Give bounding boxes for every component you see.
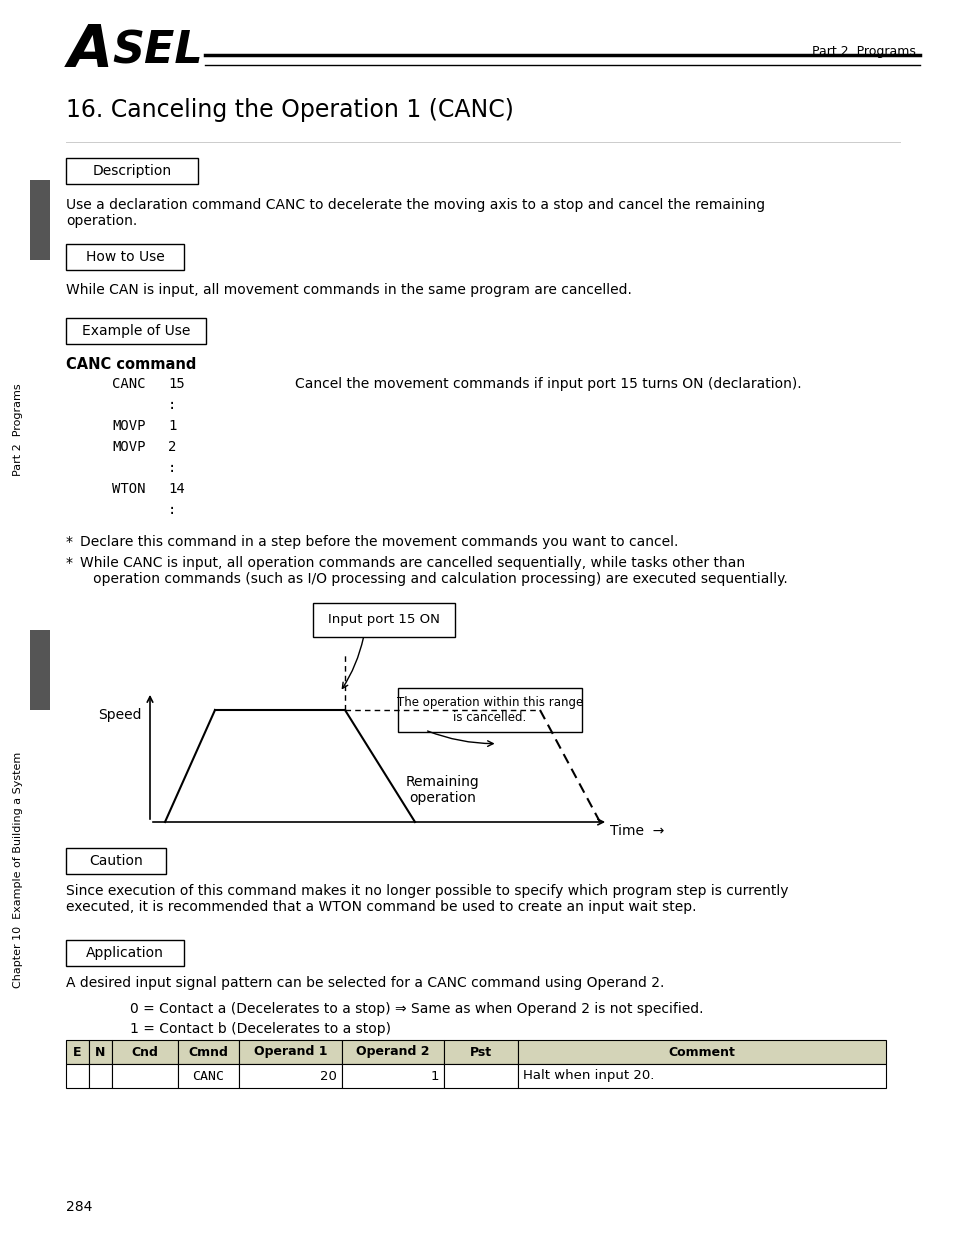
Text: CANC command: CANC command: [66, 357, 196, 372]
Text: Cancel the movement commands if input port 15 turns ON (declaration).: Cancel the movement commands if input po…: [294, 377, 801, 391]
Text: CANC: CANC: [193, 1070, 224, 1083]
Text: The operation within this range
is cancelled.: The operation within this range is cance…: [396, 697, 582, 724]
Text: MOVP: MOVP: [112, 440, 146, 454]
Text: Cmnd: Cmnd: [188, 1046, 228, 1058]
FancyBboxPatch shape: [66, 1040, 89, 1065]
Text: Comment: Comment: [668, 1046, 735, 1058]
Text: Description: Description: [92, 164, 172, 178]
FancyBboxPatch shape: [66, 1065, 89, 1088]
Text: 20: 20: [319, 1070, 336, 1083]
Text: E: E: [73, 1046, 82, 1058]
FancyBboxPatch shape: [30, 630, 50, 710]
Text: WTON: WTON: [112, 482, 146, 496]
Text: Caution: Caution: [89, 853, 143, 868]
FancyBboxPatch shape: [66, 317, 206, 345]
Text: 0 = Contact a (Decelerates to a stop) ⇒ Same as when Operand 2 is not specified.: 0 = Contact a (Decelerates to a stop) ⇒ …: [130, 1002, 702, 1016]
FancyBboxPatch shape: [112, 1040, 177, 1065]
Text: Pst: Pst: [470, 1046, 492, 1058]
Text: :: :: [168, 503, 176, 517]
Text: Speed: Speed: [98, 708, 142, 722]
FancyBboxPatch shape: [66, 940, 184, 966]
Text: While CAN is input, all movement commands in the same program are cancelled.: While CAN is input, all movement command…: [66, 283, 631, 296]
Text: Chapter 10  Example of Building a System: Chapter 10 Example of Building a System: [13, 752, 23, 988]
Text: Halt when input 20.: Halt when input 20.: [522, 1070, 654, 1083]
Text: 2: 2: [168, 440, 176, 454]
Text: 16. Canceling the Operation 1 (CANC): 16. Canceling the Operation 1 (CANC): [66, 98, 514, 122]
Text: 1: 1: [430, 1070, 438, 1083]
FancyBboxPatch shape: [112, 1065, 177, 1088]
Text: A desired input signal pattern can be selected for a CANC command using Operand : A desired input signal pattern can be se…: [66, 976, 663, 990]
FancyBboxPatch shape: [239, 1040, 341, 1065]
Text: :: :: [168, 461, 176, 475]
Text: Application: Application: [86, 946, 164, 960]
FancyBboxPatch shape: [177, 1065, 239, 1088]
FancyBboxPatch shape: [341, 1040, 443, 1065]
Text: Operand 1: Operand 1: [253, 1046, 327, 1058]
Text: :: :: [168, 398, 176, 412]
Text: A: A: [68, 22, 113, 79]
FancyBboxPatch shape: [66, 158, 198, 184]
Text: Remaining
operation: Remaining operation: [405, 776, 478, 805]
Text: 1: 1: [168, 419, 176, 433]
FancyBboxPatch shape: [517, 1065, 885, 1088]
Text: N: N: [95, 1046, 106, 1058]
FancyBboxPatch shape: [89, 1065, 112, 1088]
Text: While CANC is input, all operation commands are cancelled sequentially, while ta: While CANC is input, all operation comma…: [80, 556, 787, 587]
Text: Time  →: Time →: [609, 824, 663, 839]
FancyBboxPatch shape: [66, 848, 166, 874]
Text: *: *: [66, 556, 73, 571]
Text: 1 = Contact b (Decelerates to a stop): 1 = Contact b (Decelerates to a stop): [130, 1023, 391, 1036]
Text: MOVP: MOVP: [112, 419, 146, 433]
FancyBboxPatch shape: [177, 1040, 239, 1065]
FancyBboxPatch shape: [239, 1065, 341, 1088]
Text: Use a declaration command CANC to decelerate the moving axis to a stop and cance: Use a declaration command CANC to decele…: [66, 198, 764, 228]
Text: How to Use: How to Use: [86, 249, 164, 264]
Text: *: *: [66, 535, 73, 550]
Text: Operand 2: Operand 2: [355, 1046, 429, 1058]
Text: SEL: SEL: [112, 30, 203, 73]
Text: 284: 284: [66, 1200, 92, 1214]
FancyBboxPatch shape: [517, 1040, 885, 1065]
Text: 15: 15: [168, 377, 185, 391]
Text: CANC: CANC: [112, 377, 146, 391]
Text: Declare this command in a step before the movement commands you want to cancel.: Declare this command in a step before th…: [80, 535, 678, 550]
FancyBboxPatch shape: [89, 1040, 112, 1065]
FancyBboxPatch shape: [341, 1065, 443, 1088]
Text: Since execution of this command makes it no longer possible to specify which pro: Since execution of this command makes it…: [66, 884, 788, 914]
Text: Part 2  Programs: Part 2 Programs: [13, 384, 23, 477]
FancyBboxPatch shape: [313, 603, 455, 637]
FancyBboxPatch shape: [30, 180, 50, 261]
FancyBboxPatch shape: [66, 245, 184, 270]
Text: 14: 14: [168, 482, 185, 496]
FancyBboxPatch shape: [443, 1040, 517, 1065]
Text: Input port 15 ON: Input port 15 ON: [328, 614, 439, 626]
Text: Example of Use: Example of Use: [82, 324, 190, 338]
FancyBboxPatch shape: [443, 1065, 517, 1088]
Text: Cnd: Cnd: [132, 1046, 158, 1058]
FancyBboxPatch shape: [397, 688, 581, 732]
Text: Part 2  Programs: Part 2 Programs: [811, 44, 915, 58]
